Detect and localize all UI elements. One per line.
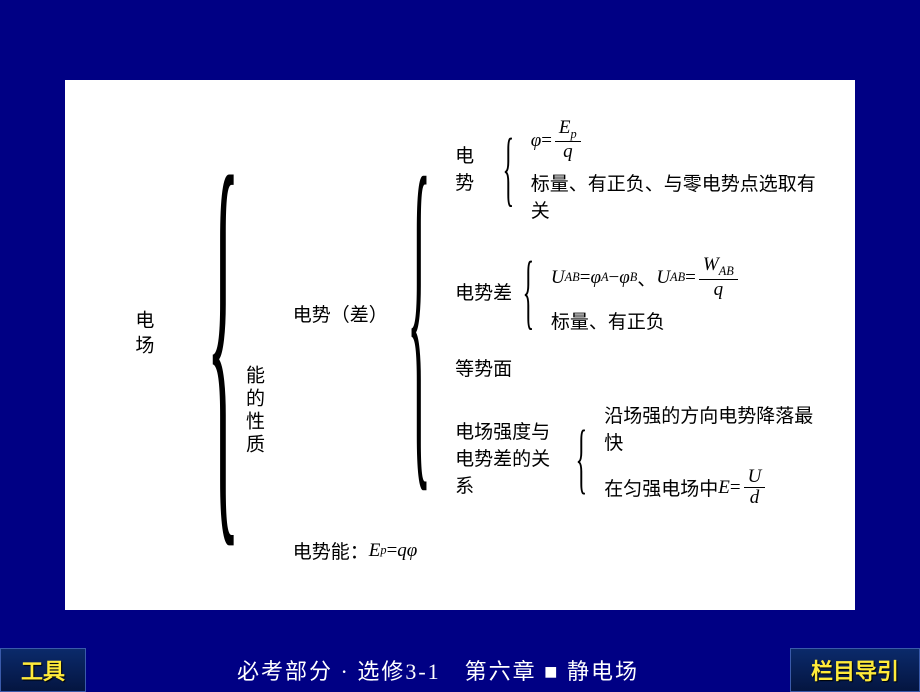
potential-diff-formula: UAB = φA − φB 、 UAB = WAB q: [551, 255, 741, 300]
root-label: 电场: [105, 310, 154, 360]
brace-icon: {: [207, 178, 241, 492]
content-panel: 电场 { 电势（差） { 电势 {: [65, 80, 855, 610]
branch-label-energy-nature: 能的性质: [240, 365, 348, 463]
bar-title: 必考部分 · 选修3-1 第六章 ■ 静电场: [86, 654, 790, 686]
bottom-bar: 工具 必考部分 · 选修3-1 第六章 ■ 静电场 栏目导引: [0, 650, 920, 690]
relation-label: 电场强度与 电势差的关系: [455, 417, 565, 498]
potential-diff-label: 电势差: [455, 278, 512, 305]
potential-formula: φ = Ep q: [531, 118, 825, 163]
potential-diff-row: 电势差 { UAB = φA − φB 、 UAB: [455, 249, 825, 333]
branch-label-potential: 电势（差）: [293, 300, 385, 327]
relation-item-1: 沿场强的方向电势降落最快: [604, 401, 825, 455]
brace-icon: {: [503, 142, 515, 192]
potential-note: 标量、有正负、与零电势点选取有关: [531, 169, 825, 223]
potential-label: 电势: [455, 141, 492, 195]
potential-diff-note: 标量、有正负: [551, 307, 741, 334]
relation-row: 电场强度与 电势差的关系 { 沿场强的方向电势降落最快 在匀强电场中 E =: [455, 401, 825, 516]
energy-row: 电势能： Ep = qφ: [293, 537, 825, 564]
equipotential-row: 等势面: [455, 354, 825, 381]
nav-button[interactable]: 栏目导引: [790, 648, 920, 692]
tools-button[interactable]: 工具: [0, 648, 86, 692]
concept-diagram: 电场 { 电势（差） { 电势 {: [105, 100, 825, 570]
brace-icon: {: [523, 266, 535, 316]
potential-row: 电势 { φ = Ep q 标量、有正负、与零电势点选: [455, 112, 825, 223]
brace-icon: {: [576, 435, 588, 482]
brace-icon: {: [407, 200, 431, 428]
relation-item-2: 在匀强电场中 E = U d: [604, 467, 825, 510]
